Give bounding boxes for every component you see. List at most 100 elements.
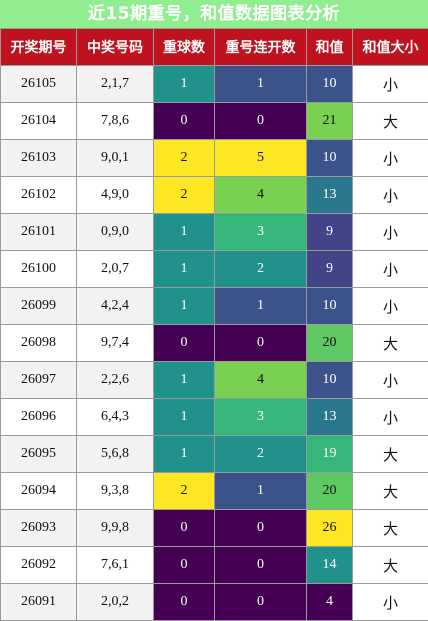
numbers-cell: 2,2,6: [77, 362, 154, 399]
numbers-cell: 9,9,8: [77, 510, 154, 547]
sum-size-cell: 大: [353, 103, 428, 140]
period-cell: 26101: [1, 214, 77, 251]
page-title: 近15期重号，和值数据图表分析: [0, 0, 428, 28]
sum-cell: 10: [307, 140, 353, 177]
numbers-cell: 9,0,1: [77, 140, 154, 177]
sum-cell: 9: [307, 251, 353, 288]
repeat-streak-cell: 4: [215, 362, 307, 399]
repeat-count-cell: 1: [154, 251, 215, 288]
header-repeat-streak: 重号连开数: [215, 29, 307, 66]
numbers-cell: 7,8,6: [77, 103, 154, 140]
repeat-count-cell: 2: [154, 140, 215, 177]
header-sum: 和值: [307, 29, 353, 66]
sum-cell: 20: [307, 325, 353, 362]
repeat-count-cell: 1: [154, 66, 215, 103]
numbers-cell: 0,9,0: [77, 214, 154, 251]
period-cell: 26094: [1, 473, 77, 510]
period-cell: 26096: [1, 399, 77, 436]
numbers-cell: 6,4,3: [77, 399, 154, 436]
repeat-streak-cell: 0: [215, 584, 307, 621]
period-cell: 26099: [1, 288, 77, 325]
repeat-count-cell: 0: [154, 103, 215, 140]
sum-size-cell: 小: [353, 66, 428, 103]
repeat-streak-cell: 0: [215, 325, 307, 362]
numbers-cell: 2,0,2: [77, 584, 154, 621]
period-cell: 26091: [1, 584, 77, 621]
sum-size-cell: 小: [353, 362, 428, 399]
repeat-streak-cell: 1: [215, 288, 307, 325]
sum-size-cell: 小: [353, 251, 428, 288]
sum-cell: 10: [307, 288, 353, 325]
sum-cell: 14: [307, 547, 353, 584]
numbers-cell: 9,3,8: [77, 473, 154, 510]
header-period: 开奖期号: [1, 29, 77, 66]
sum-cell: 13: [307, 399, 353, 436]
repeat-count-cell: 0: [154, 584, 215, 621]
period-cell: 26092: [1, 547, 77, 584]
sum-size-cell: 小: [353, 584, 428, 621]
repeat-streak-cell: 4: [215, 177, 307, 214]
numbers-cell: 2,1,7: [77, 66, 154, 103]
sum-cell: 21: [307, 103, 353, 140]
sum-cell: 19: [307, 436, 353, 473]
sum-cell: 4: [307, 584, 353, 621]
period-cell: 26103: [1, 140, 77, 177]
repeat-count-cell: 0: [154, 325, 215, 362]
sum-cell: 9: [307, 214, 353, 251]
repeat-streak-cell: 3: [215, 214, 307, 251]
period-cell: 26097: [1, 362, 77, 399]
repeat-streak-cell: 5: [215, 140, 307, 177]
period-cell: 26093: [1, 510, 77, 547]
period-cell: 26098: [1, 325, 77, 362]
sum-size-cell: 小: [353, 399, 428, 436]
repeat-streak-cell: 0: [215, 103, 307, 140]
repeat-streak-cell: 0: [215, 547, 307, 584]
sum-size-cell: 大: [353, 473, 428, 510]
sum-size-cell: 小: [353, 214, 428, 251]
repeat-streak-cell: 3: [215, 399, 307, 436]
sum-size-cell: 小: [353, 288, 428, 325]
sum-size-cell: 大: [353, 510, 428, 547]
repeat-count-cell: 0: [154, 510, 215, 547]
period-cell: 26102: [1, 177, 77, 214]
sum-size-cell: 小: [353, 177, 428, 214]
repeat-streak-cell: 2: [215, 251, 307, 288]
sum-cell: 10: [307, 66, 353, 103]
repeat-count-cell: 2: [154, 473, 215, 510]
sum-cell: 10: [307, 362, 353, 399]
period-cell: 26095: [1, 436, 77, 473]
numbers-cell: 2,0,7: [77, 251, 154, 288]
repeat-streak-cell: 2: [215, 436, 307, 473]
numbers-cell: 4,9,0: [77, 177, 154, 214]
numbers-cell: 9,7,4: [77, 325, 154, 362]
header-numbers: 中奖号码: [77, 29, 154, 66]
period-cell: 26100: [1, 251, 77, 288]
sum-cell: 20: [307, 473, 353, 510]
repeat-count-cell: 1: [154, 288, 215, 325]
sum-cell: 13: [307, 177, 353, 214]
sum-size-cell: 大: [353, 547, 428, 584]
repeat-streak-cell: 0: [215, 510, 307, 547]
table-header-row: 开奖期号 中奖号码 重球数 重号连开数 和值 和值大小: [1, 29, 428, 66]
repeat-count-cell: 1: [154, 214, 215, 251]
numbers-cell: 5,6,8: [77, 436, 154, 473]
repeat-count-cell: 2: [154, 177, 215, 214]
repeat-count-cell: 1: [154, 436, 215, 473]
header-repeat-count: 重球数: [154, 29, 215, 66]
repeat-streak-cell: 1: [215, 66, 307, 103]
sum-size-cell: 大: [353, 436, 428, 473]
